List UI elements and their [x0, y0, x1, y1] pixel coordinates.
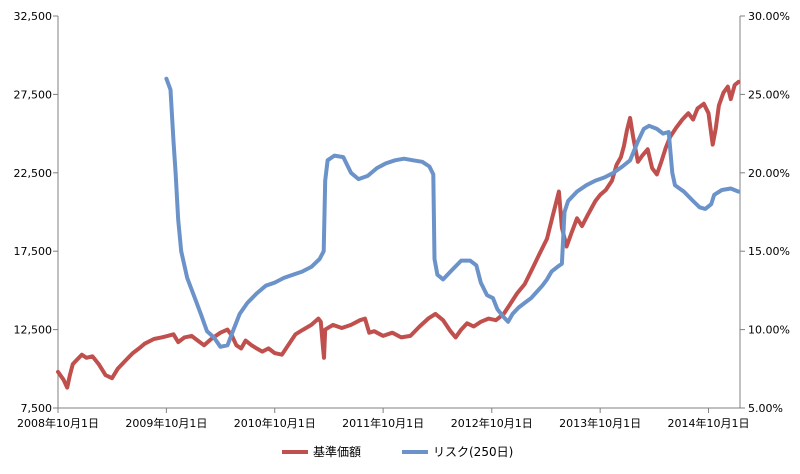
left-y-tick-labels: 7,500 12,500 17,500 22,500 27,500 32,500: [14, 10, 53, 415]
right-y-tick-labels: 5.00% 10.00% 15.00% 20.00% 25.00% 30.00%: [748, 10, 790, 415]
left-y-tick-label: 32,500: [14, 10, 53, 23]
series-line-2: [164, 76, 741, 349]
x-tick-label: 2014年10月1日: [668, 416, 750, 430]
right-y-tick-label: 5.00%: [748, 402, 783, 415]
legend-label-2: リスク(250日): [433, 445, 513, 459]
left-y-tick-label: 22,500: [14, 167, 53, 180]
right-y-tick-label: 25.00%: [748, 88, 790, 101]
series-line-1: [56, 79, 741, 390]
x-tick-label: 2013年10月1日: [559, 416, 641, 430]
x-tick-label: 2011年10月1日: [342, 416, 424, 430]
left-y-tick-label: 17,500: [14, 245, 53, 258]
x-tick-label: 2012年10月1日: [451, 416, 533, 430]
right-y-tick-label: 30.00%: [748, 10, 790, 23]
legend: 基準価額 リスク(250日): [282, 444, 513, 459]
right-y-tick-label: 15.00%: [748, 245, 790, 258]
x-tick-label: 2008年10月1日: [17, 416, 99, 430]
legend-label-1: 基準価額: [313, 444, 361, 459]
right-y-tick-label: 20.00%: [748, 167, 790, 180]
left-y-tick-label: 7,500: [21, 402, 53, 415]
axes: [57, 16, 741, 409]
x-tick-label: 2009年10月1日: [125, 416, 207, 430]
x-tick-labels: 2008年10月1日 2009年10月1日 2010年10月1日 2011年10月1日…: [17, 416, 750, 430]
left-y-tick-label: 12,500: [14, 324, 53, 337]
right-y-tick-label: 10.00%: [748, 324, 790, 337]
x-tick-label: 2010年10月1日: [234, 416, 316, 430]
series-lines: [56, 76, 741, 390]
left-y-tick-label: 27,500: [14, 88, 53, 101]
tick-marks: [53, 15, 745, 413]
